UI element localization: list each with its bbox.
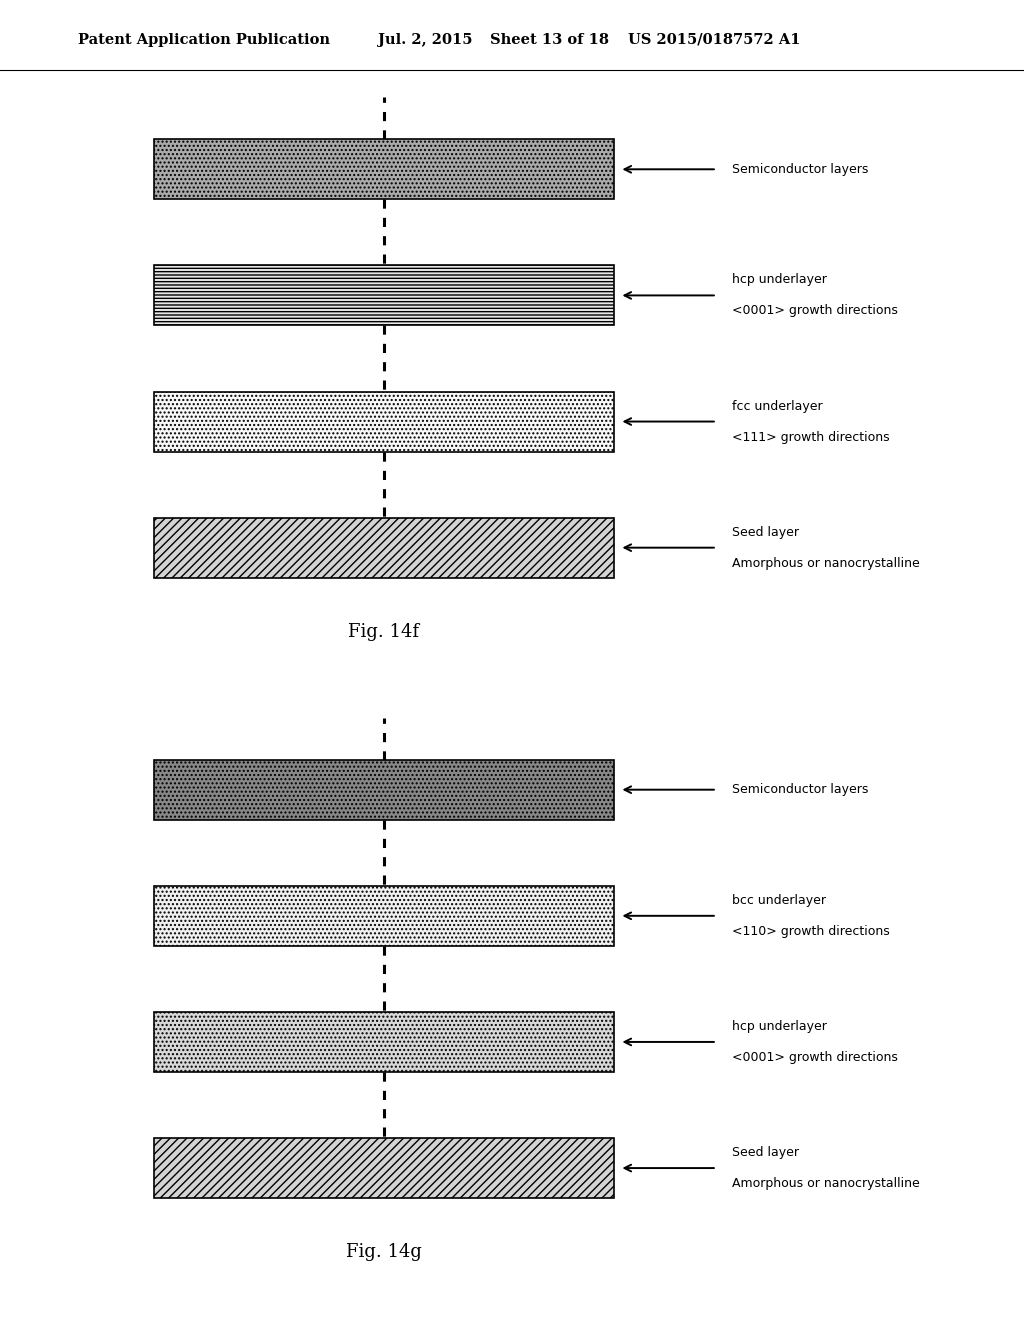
Bar [154, 517, 614, 578]
Text: Patent Application Publication: Patent Application Publication [78, 33, 330, 48]
Text: US 2015/0187572 A1: US 2015/0187572 A1 [628, 33, 801, 48]
Text: fcc underlayer: fcc underlayer [732, 400, 823, 413]
Text: Semiconductor layers: Semiconductor layers [732, 162, 868, 176]
Text: Sheet 13 of 18: Sheet 13 of 18 [490, 33, 609, 48]
Text: Jul. 2, 2015: Jul. 2, 2015 [378, 33, 472, 48]
Text: Fig. 14g: Fig. 14g [346, 1243, 422, 1261]
Text: Fig. 14f: Fig. 14f [348, 623, 420, 640]
Text: Semiconductor layers: Semiconductor layers [732, 783, 868, 796]
Text: <0001> growth directions: <0001> growth directions [732, 305, 898, 317]
Bar [154, 1138, 614, 1199]
Bar [154, 1012, 614, 1072]
Text: Amorphous or nanocrystalline: Amorphous or nanocrystalline [732, 557, 920, 570]
Bar [154, 886, 614, 946]
Text: Seed layer: Seed layer [732, 1146, 799, 1159]
Bar [154, 392, 614, 451]
Bar [154, 265, 614, 326]
Text: bcc underlayer: bcc underlayer [732, 894, 826, 907]
Text: <111> growth directions: <111> growth directions [732, 430, 890, 444]
Text: hcp underlayer: hcp underlayer [732, 273, 827, 286]
Bar [154, 140, 614, 199]
Bar [154, 759, 614, 820]
Text: <0001> growth directions: <0001> growth directions [732, 1051, 898, 1064]
Text: Seed layer: Seed layer [732, 525, 799, 539]
Text: <110> growth directions: <110> growth directions [732, 925, 890, 937]
Text: hcp underlayer: hcp underlayer [732, 1020, 827, 1034]
Text: Amorphous or nanocrystalline: Amorphous or nanocrystalline [732, 1177, 920, 1191]
